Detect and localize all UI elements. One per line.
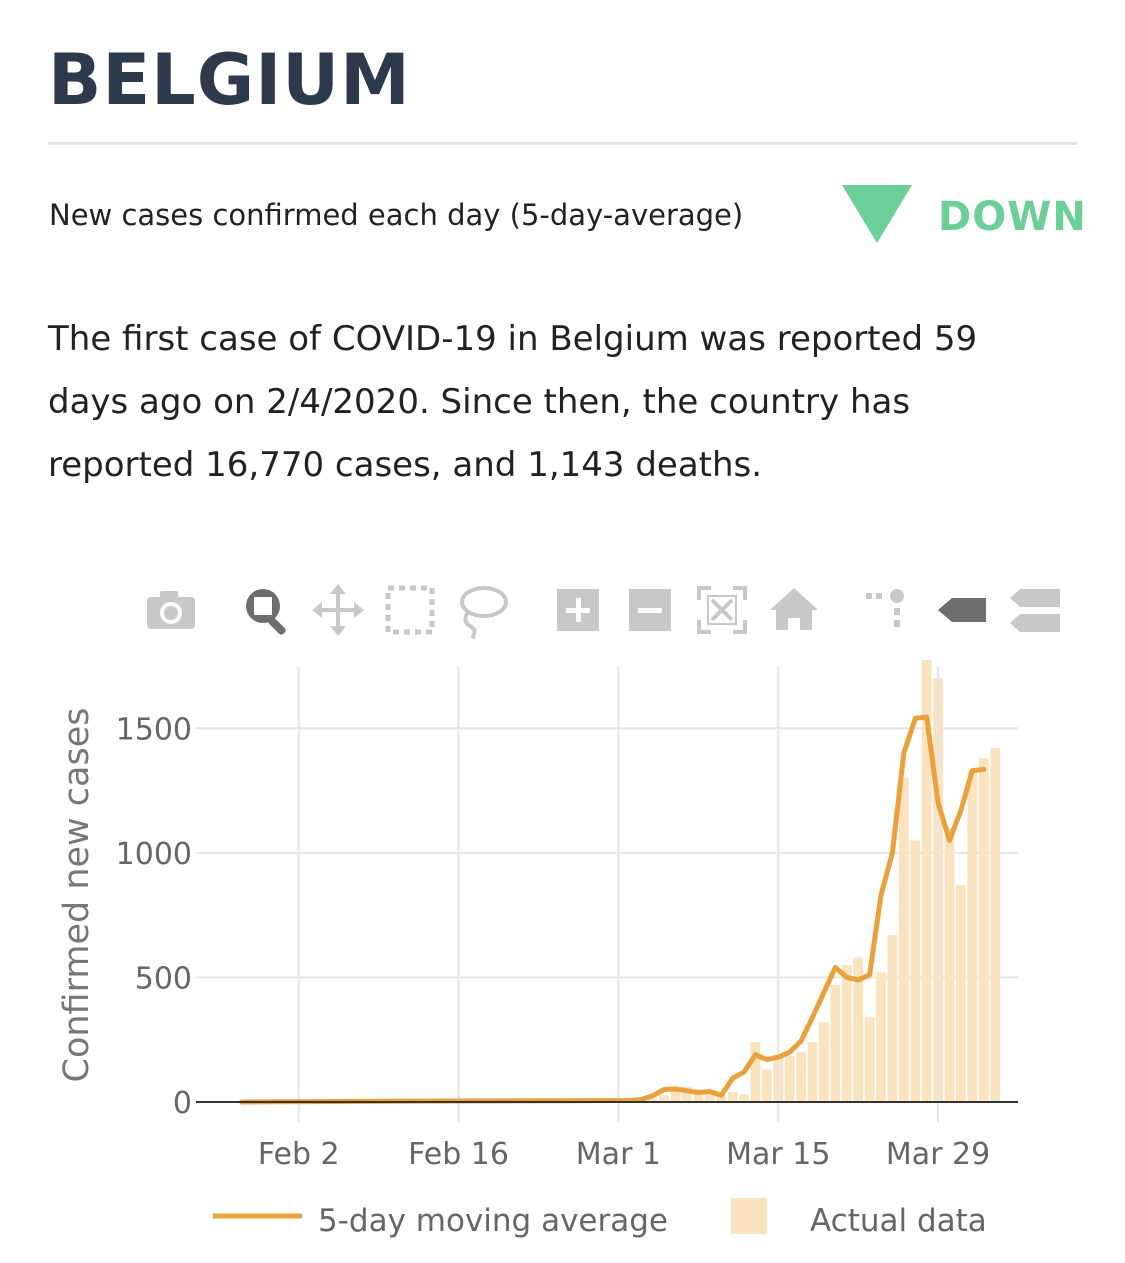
- bar: [898, 778, 909, 1102]
- bar: [750, 1042, 761, 1102]
- x-tick-label: Mar 15: [726, 1137, 830, 1172]
- x-tick-label: Mar 1: [576, 1137, 661, 1172]
- bar: [796, 1052, 806, 1102]
- camera-icon[interactable]: [143, 580, 199, 640]
- bar: [761, 1069, 772, 1102]
- x-tick-label: Feb 16: [408, 1137, 509, 1172]
- actual-data-bars: [636, 660, 1001, 1102]
- page-title: BELGIUM: [48, 39, 411, 121]
- bar: [807, 1042, 818, 1102]
- bar: [944, 827, 955, 1102]
- box-select-icon[interactable]: [382, 580, 438, 640]
- y-tick-label: 0: [173, 1086, 192, 1121]
- chart-subtitle: New cases confirmed each day (5-day-aver…: [49, 198, 744, 232]
- zoom-in-icon[interactable]: [550, 580, 606, 640]
- bar: [876, 972, 886, 1102]
- bar: [693, 1092, 704, 1102]
- bar: [739, 1094, 749, 1102]
- bar: [659, 1095, 669, 1102]
- bar: [967, 770, 978, 1102]
- bar: [784, 1055, 795, 1102]
- bar: [978, 758, 989, 1102]
- hover-compare-icon[interactable]: [1006, 580, 1062, 640]
- y-axis-title: Confirmed new cases: [57, 708, 97, 1083]
- x-tick-label: Mar 29: [886, 1137, 990, 1172]
- y-tick-label: 500: [135, 961, 192, 996]
- legend-bar-swatch: [731, 1198, 767, 1234]
- home-icon[interactable]: [766, 580, 822, 640]
- y-tick-label: 1500: [116, 712, 192, 747]
- y-tick-labels: 0 500 1000 1500: [116, 712, 192, 1121]
- moving-average-line: [239, 714, 987, 1105]
- bar: [716, 1095, 727, 1102]
- legend-label-moving-average: 5-day moving average: [318, 1203, 668, 1239]
- summary-text: The first case of COVID-19 in Belgium wa…: [48, 319, 978, 485]
- plot-toolbar: [0, 580, 1125, 640]
- pan-icon[interactable]: [310, 580, 366, 640]
- bar: [864, 1017, 875, 1102]
- bar: [727, 1092, 738, 1102]
- cases-chart[interactable]: 0 500 1000 1500 Feb 2 Feb 16 Mar 1 Mar 15 Mar 2…: [0, 660, 1125, 1263]
- title-divider: [48, 142, 1077, 145]
- bar: [853, 957, 864, 1102]
- zoom-icon[interactable]: [238, 580, 294, 640]
- bar: [647, 1098, 658, 1102]
- bar: [956, 885, 966, 1102]
- zoom-out-icon[interactable]: [622, 580, 678, 640]
- hover-closest-icon[interactable]: [934, 580, 990, 640]
- bar: [830, 984, 841, 1102]
- bar: [841, 964, 852, 1102]
- x-tick-labels: Feb 2 Feb 16 Mar 1 Mar 15 Mar 29: [258, 1137, 990, 1172]
- spike-lines-icon[interactable]: [862, 580, 918, 640]
- bar: [990, 748, 1001, 1102]
- bar: [819, 1022, 829, 1102]
- x-tick-lines: [297, 666, 940, 1122]
- autoscale-icon[interactable]: [694, 580, 750, 640]
- bar: [921, 660, 932, 1102]
- bar: [887, 935, 898, 1102]
- down-triangle-icon: [842, 185, 912, 243]
- bar: [910, 840, 921, 1102]
- legend: 5-day moving average Actual data: [213, 1198, 987, 1239]
- legend-label-actual-data: Actual data: [810, 1203, 987, 1239]
- trend-label: DOWN: [938, 194, 1087, 240]
- bar: [704, 1094, 715, 1102]
- x-tick-label: Feb 2: [258, 1137, 340, 1172]
- y-tick-label: 1000: [116, 837, 192, 872]
- lasso-select-icon[interactable]: [454, 580, 510, 640]
- bar: [682, 1086, 692, 1102]
- bar: [670, 1087, 681, 1102]
